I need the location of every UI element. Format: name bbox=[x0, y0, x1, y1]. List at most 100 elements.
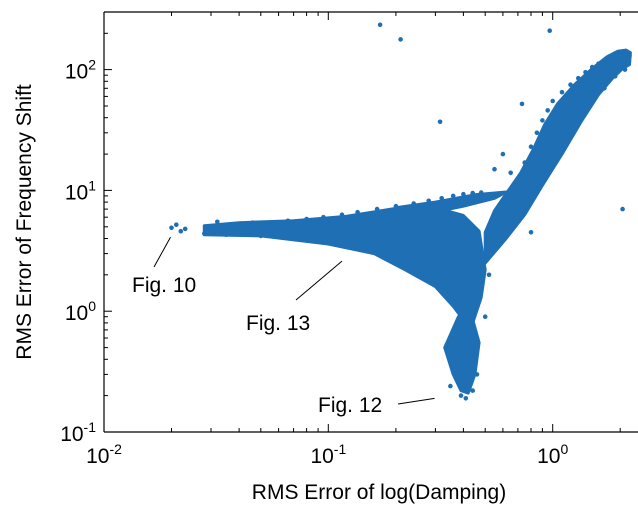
data-point bbox=[612, 74, 618, 79]
data-point bbox=[374, 206, 380, 212]
data-point bbox=[402, 258, 408, 264]
data-point bbox=[612, 54, 618, 59]
data-point bbox=[437, 119, 443, 125]
data-point bbox=[486, 272, 492, 278]
data-point bbox=[330, 238, 336, 244]
data-point bbox=[285, 218, 291, 224]
annotation-leader bbox=[397, 397, 435, 405]
data-point bbox=[398, 37, 403, 42]
data-point bbox=[500, 224, 506, 230]
data-point bbox=[377, 22, 383, 28]
x-tick-label: 10-2 bbox=[86, 441, 122, 468]
data-point bbox=[241, 228, 247, 234]
data-point bbox=[231, 224, 237, 230]
data-point bbox=[602, 86, 607, 91]
data-point bbox=[515, 178, 521, 184]
data-point bbox=[456, 357, 461, 362]
data-point bbox=[267, 223, 273, 228]
x-tick-label: 100 bbox=[537, 441, 568, 468]
data-point bbox=[208, 226, 214, 232]
data-point bbox=[627, 53, 632, 59]
data-point bbox=[215, 219, 220, 225]
data-point bbox=[294, 231, 299, 236]
data-point bbox=[450, 193, 456, 199]
annotation-label: Fig. 13 bbox=[246, 312, 310, 335]
data-point bbox=[482, 314, 488, 320]
data-point bbox=[617, 52, 623, 58]
data-point bbox=[169, 225, 174, 231]
data-point bbox=[559, 89, 565, 95]
data-point bbox=[365, 244, 371, 250]
data-point bbox=[250, 220, 255, 225]
data-point bbox=[492, 166, 497, 172]
data-point bbox=[339, 212, 345, 217]
data-point bbox=[470, 190, 476, 196]
data-point bbox=[500, 151, 506, 157]
data-point bbox=[534, 130, 540, 136]
data-point bbox=[589, 64, 595, 70]
data-point bbox=[383, 251, 388, 256]
cloud-upper-band bbox=[394, 190, 508, 217]
data-point bbox=[515, 193, 521, 199]
plot-frame bbox=[103, 11, 638, 433]
data-point bbox=[568, 82, 573, 87]
data-point bbox=[304, 216, 309, 222]
annotations: Fig. 10 Fig. 13 Fig. 12 bbox=[132, 236, 435, 417]
y-tick-label: 102 bbox=[65, 57, 96, 84]
data-point bbox=[528, 144, 534, 149]
data-point bbox=[620, 206, 625, 212]
data-point bbox=[393, 203, 399, 209]
data-point bbox=[545, 108, 550, 113]
data-point bbox=[528, 230, 534, 235]
data-point bbox=[522, 160, 527, 165]
data-point bbox=[463, 396, 469, 401]
data-point bbox=[433, 278, 438, 283]
data-point bbox=[596, 61, 601, 66]
data-point bbox=[508, 199, 513, 205]
data-point bbox=[178, 228, 184, 234]
data-point bbox=[313, 236, 319, 241]
data-point bbox=[493, 243, 499, 248]
x-axis-label: RMS Error of log(Damping) bbox=[252, 481, 506, 504]
data-point bbox=[465, 379, 471, 385]
data-point bbox=[583, 70, 588, 75]
data-point bbox=[474, 372, 480, 377]
cloud-arm-left bbox=[202, 206, 487, 325]
data-point bbox=[540, 118, 545, 123]
data-point bbox=[519, 101, 525, 107]
data-point bbox=[355, 209, 360, 215]
y-tick-label: 100 bbox=[65, 298, 96, 325]
data-point bbox=[522, 210, 527, 216]
x-tick-label: 10-1 bbox=[310, 441, 346, 468]
data-point bbox=[426, 198, 432, 204]
data-point bbox=[321, 214, 326, 220]
data-point bbox=[448, 383, 453, 389]
data-point bbox=[550, 98, 555, 104]
cloud-bottom-tail bbox=[443, 315, 481, 395]
data-point bbox=[622, 51, 628, 57]
data-point bbox=[258, 233, 264, 239]
point-cloud bbox=[202, 48, 632, 395]
data-point bbox=[547, 28, 552, 33]
data-point bbox=[450, 345, 456, 350]
data-point bbox=[576, 75, 581, 81]
data-point bbox=[602, 58, 607, 64]
data-point bbox=[559, 140, 565, 145]
cloud-arm-right bbox=[483, 48, 632, 265]
data-point bbox=[458, 393, 464, 398]
data-point bbox=[508, 170, 513, 176]
data-point bbox=[622, 67, 628, 72]
data-point bbox=[182, 226, 188, 232]
data-point bbox=[347, 241, 353, 247]
annotation-leader bbox=[153, 236, 171, 268]
data-point bbox=[445, 291, 450, 296]
y-tick-label: 10-1 bbox=[60, 419, 96, 446]
data-point bbox=[202, 231, 207, 236]
data-point bbox=[607, 56, 613, 61]
annotation-label: Fig. 10 bbox=[132, 274, 196, 297]
data-point bbox=[276, 225, 281, 231]
annotation-leader bbox=[295, 260, 343, 301]
data-point bbox=[439, 196, 445, 201]
data-point bbox=[474, 335, 480, 341]
data-point bbox=[419, 267, 424, 273]
